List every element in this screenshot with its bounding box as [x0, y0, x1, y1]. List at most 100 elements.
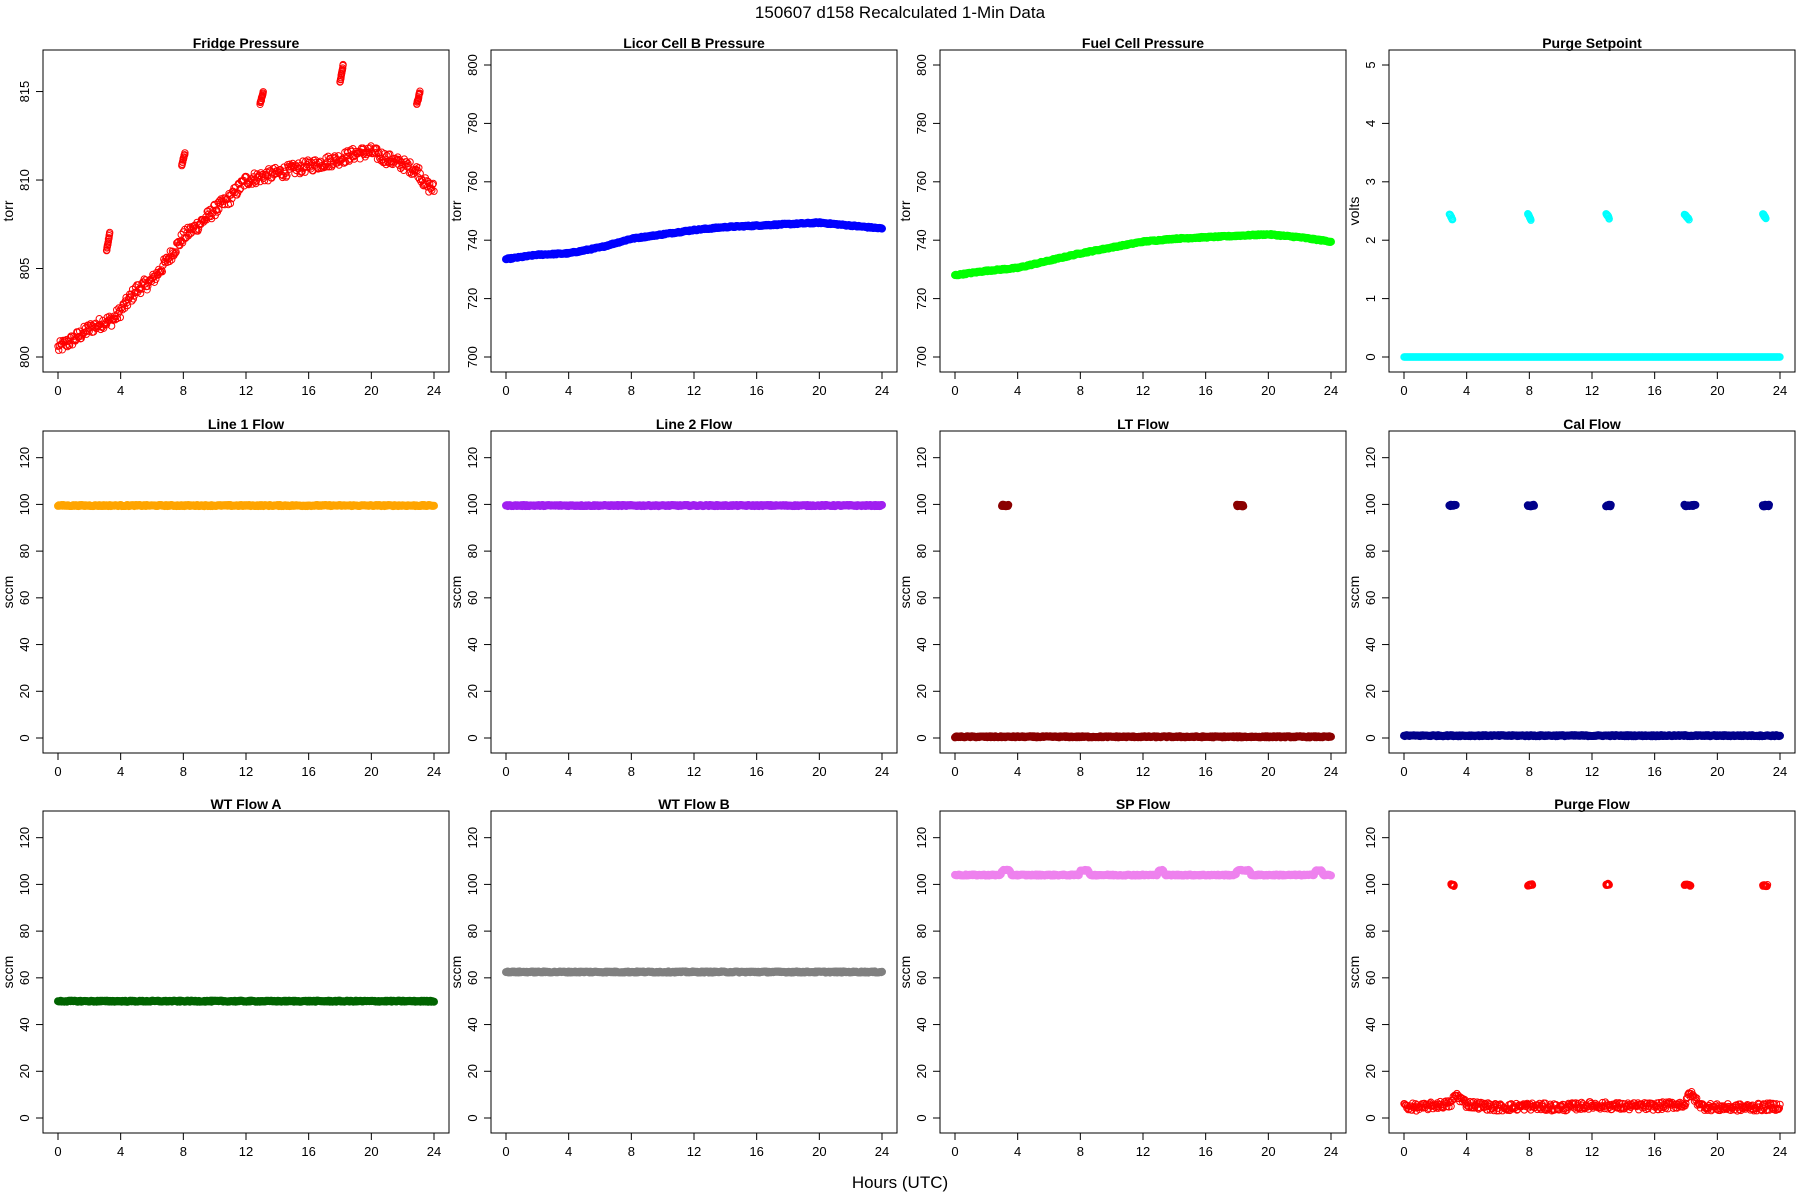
data-point — [429, 501, 438, 510]
y-tick-label: 100 — [17, 874, 32, 896]
y-axis-label: sccm — [897, 576, 913, 609]
x-tick-label: 0 — [502, 764, 509, 779]
data-point — [75, 332, 83, 341]
x-tick-label: 8 — [180, 383, 187, 398]
y-tick-label: 760 — [465, 171, 480, 193]
data-point — [136, 289, 145, 298]
y-tick-label: 20 — [1363, 684, 1378, 698]
panel-title: Line 2 Flow — [656, 416, 732, 432]
x-tick-label: 12 — [239, 764, 253, 779]
x-tick-label: 12 — [687, 1144, 701, 1159]
data-points — [501, 967, 887, 977]
y-tick-label: 40 — [17, 1017, 32, 1031]
x-tick-label: 0 — [1400, 764, 1407, 779]
data-point — [170, 250, 179, 258]
y-tick-label: 40 — [465, 637, 480, 651]
y-tick-label: 0 — [465, 734, 480, 741]
x-tick-label: 24 — [875, 764, 889, 779]
data-point — [58, 346, 66, 354]
y-tick-label: 80 — [1363, 544, 1378, 558]
y-tick-label: 5 — [1363, 61, 1378, 68]
panel-title: SP Flow — [1116, 796, 1170, 812]
x-tick-label: 0 — [502, 1144, 509, 1159]
outlier-point — [1765, 500, 1774, 509]
y-tick-label: 2 — [1363, 237, 1378, 244]
y-axis-label: sccm — [448, 576, 464, 609]
data-point — [171, 249, 180, 257]
data-point — [194, 225, 203, 233]
x-tick-label: 24 — [1324, 383, 1338, 398]
data-point — [406, 158, 414, 166]
x-tick-label: 16 — [301, 764, 315, 779]
y-tick-label: 80 — [465, 924, 480, 938]
y-tick-label: 20 — [465, 684, 480, 698]
x-tick-label: 0 — [54, 764, 61, 779]
plot-frame — [490, 430, 898, 754]
data-point — [381, 150, 389, 158]
panel-title: LT Flow — [1117, 416, 1169, 432]
data-point — [402, 158, 411, 166]
x-tick-label: 16 — [301, 1144, 315, 1159]
outlier-point — [416, 87, 424, 95]
x-tick-label: 12 — [239, 1144, 253, 1159]
y-tick-label: 120 — [465, 447, 480, 469]
x-tick-label: 0 — [951, 383, 958, 398]
plot-frame — [42, 810, 450, 1134]
data-point — [1327, 237, 1336, 246]
data-point — [404, 162, 413, 170]
outlier-point — [339, 60, 347, 69]
x-tick-label: 0 — [951, 1144, 958, 1159]
y-tick-label: 700 — [914, 346, 929, 368]
x-tick-label: 24 — [427, 1144, 441, 1159]
y-tick-label: 720 — [465, 288, 480, 310]
y-tick-label: 740 — [914, 229, 929, 251]
y-axis-label: sccm — [448, 956, 464, 989]
y-tick-label: 0 — [914, 734, 929, 741]
data-points — [501, 218, 887, 264]
y-tick-label: 80 — [914, 544, 929, 558]
x-tick-label: 8 — [628, 383, 635, 398]
plot-frame — [939, 49, 1347, 373]
x-tick-label: 4 — [1014, 383, 1021, 398]
plot-frame — [939, 810, 1347, 1134]
x-tick-label: 16 — [1198, 383, 1212, 398]
y-tick-label: 60 — [1363, 591, 1378, 605]
data-point — [370, 148, 379, 157]
data-points — [1400, 500, 1785, 741]
data-point — [360, 149, 369, 157]
data-points — [501, 500, 887, 511]
panel-title: Line 1 Flow — [208, 416, 284, 432]
outlier-point — [1685, 215, 1693, 224]
x-tick-label: 12 — [1585, 764, 1599, 779]
x-tick-label: 24 — [1324, 764, 1338, 779]
data-point — [301, 168, 309, 176]
y-tick-label: 120 — [1363, 447, 1378, 469]
data-point — [165, 257, 174, 266]
data-points — [1400, 210, 1784, 361]
x-tick-label: 8 — [628, 1144, 635, 1159]
x-tick-label: 12 — [1136, 764, 1150, 779]
outlier-point — [1762, 214, 1770, 223]
data-point — [283, 172, 291, 180]
outlier-point — [1606, 500, 1615, 509]
data-points — [54, 996, 438, 1006]
y-tick-label: 20 — [17, 684, 32, 698]
panel-title: Licor Cell B Pressure — [623, 35, 765, 51]
data-point — [186, 230, 194, 238]
x-tick-label: 0 — [951, 764, 958, 779]
data-point — [415, 164, 423, 172]
data-point — [878, 224, 887, 233]
x-tick-label: 4 — [565, 764, 572, 779]
data-point — [102, 321, 111, 329]
figure-title: 150607 d158 Recalculated 1-Min Data — [755, 3, 1046, 22]
panel-title: WT Flow B — [658, 796, 730, 812]
y-tick-label: 40 — [914, 637, 929, 651]
x-tick-label: 0 — [502, 383, 509, 398]
x-tick-label: 4 — [117, 383, 124, 398]
y-tick-label: 60 — [465, 971, 480, 985]
